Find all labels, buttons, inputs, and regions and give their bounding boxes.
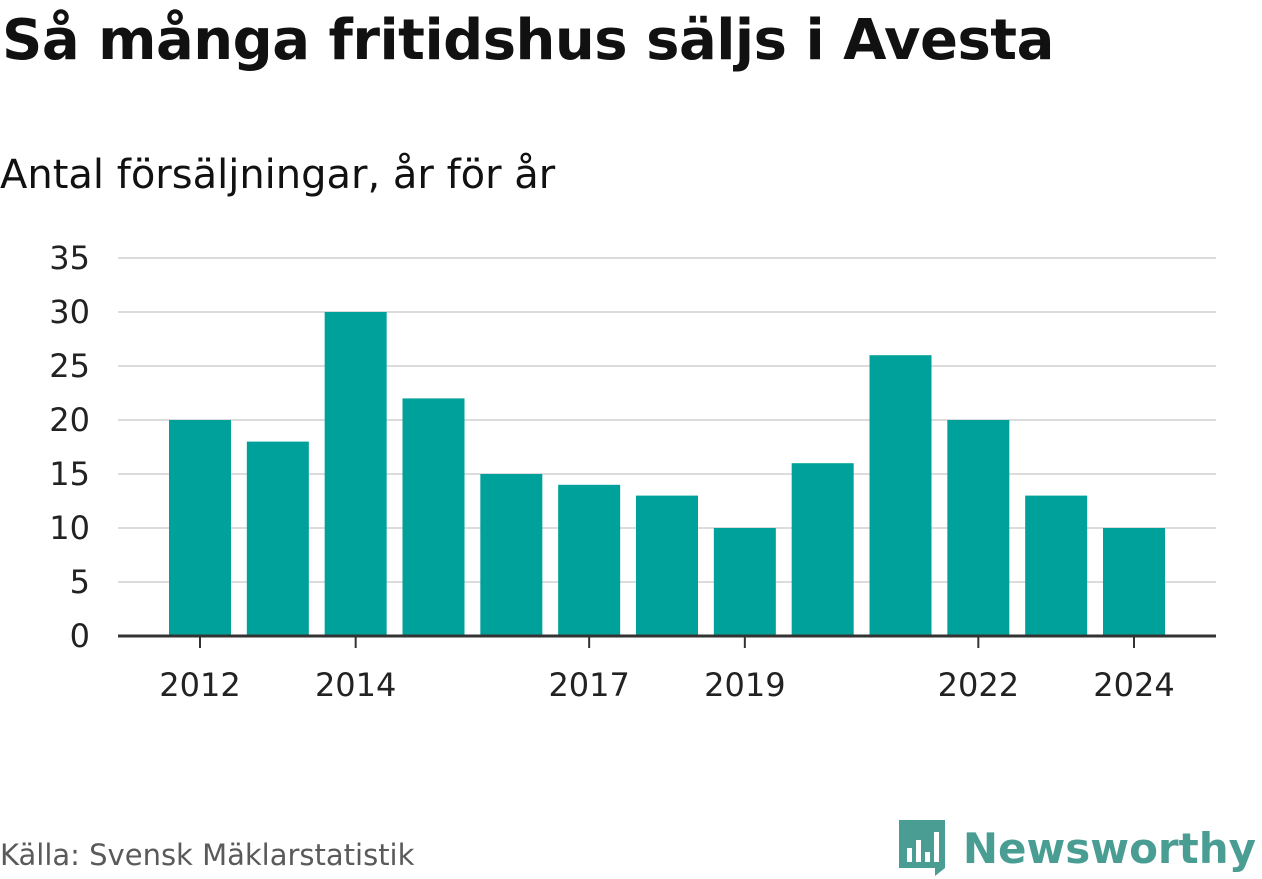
chart-subtitle: Antal försäljningar, år för år [0, 152, 556, 198]
x-tick-label: 2014 [315, 666, 396, 700]
y-tick-label: 0 [70, 617, 90, 655]
x-tick-label: 2022 [938, 666, 1019, 700]
x-tick-label: 2017 [548, 666, 629, 700]
y-tick-labels: 0 5 10 15 20 25 30 35 [49, 239, 90, 655]
bar-2023 [1025, 495, 1088, 636]
bar-2021 [869, 355, 932, 636]
x-tick-labels: 2012 2014 2017 2019 2022 2024 [159, 666, 1174, 700]
chart-title: Så många fritidshus säljs i Avesta [2, 8, 1054, 73]
bar-2013 [246, 441, 309, 636]
x-tick-label: 2012 [159, 666, 240, 700]
newsworthy-logo-icon [898, 820, 945, 876]
bar-chart: 0 5 10 15 20 25 30 35 2012 2014 2017 2019 2022 2024 [49, 239, 1216, 700]
bars [169, 312, 1165, 636]
x-tick-label: 2019 [704, 666, 785, 700]
y-tick-label: 30 [49, 293, 90, 331]
bar-2022 [947, 420, 1010, 636]
bar-2015 [402, 398, 465, 636]
y-tick-label: 25 [49, 347, 90, 385]
bar-2019 [713, 528, 776, 636]
bar-2020 [791, 463, 854, 636]
source-note: Källa: Svensk Mäklarstatistik [0, 838, 415, 872]
x-tick-label: 2024 [1093, 666, 1174, 700]
bar-2014 [324, 312, 387, 636]
brand-logo: Newsworthy [897, 818, 1256, 878]
brand-name: Newsworthy [962, 823, 1256, 873]
bar-2016 [480, 474, 543, 636]
y-tick-label: 10 [49, 509, 90, 547]
y-tick-label: 5 [70, 563, 90, 601]
bar-2018 [636, 495, 698, 636]
bar-2017 [558, 484, 621, 636]
y-tick-label: 15 [49, 455, 90, 493]
y-tick-label: 35 [49, 239, 90, 277]
bar-2024 [1103, 528, 1165, 636]
bar-2012 [169, 420, 231, 636]
y-tick-label: 20 [49, 401, 90, 439]
x-axis [118, 634, 1216, 648]
